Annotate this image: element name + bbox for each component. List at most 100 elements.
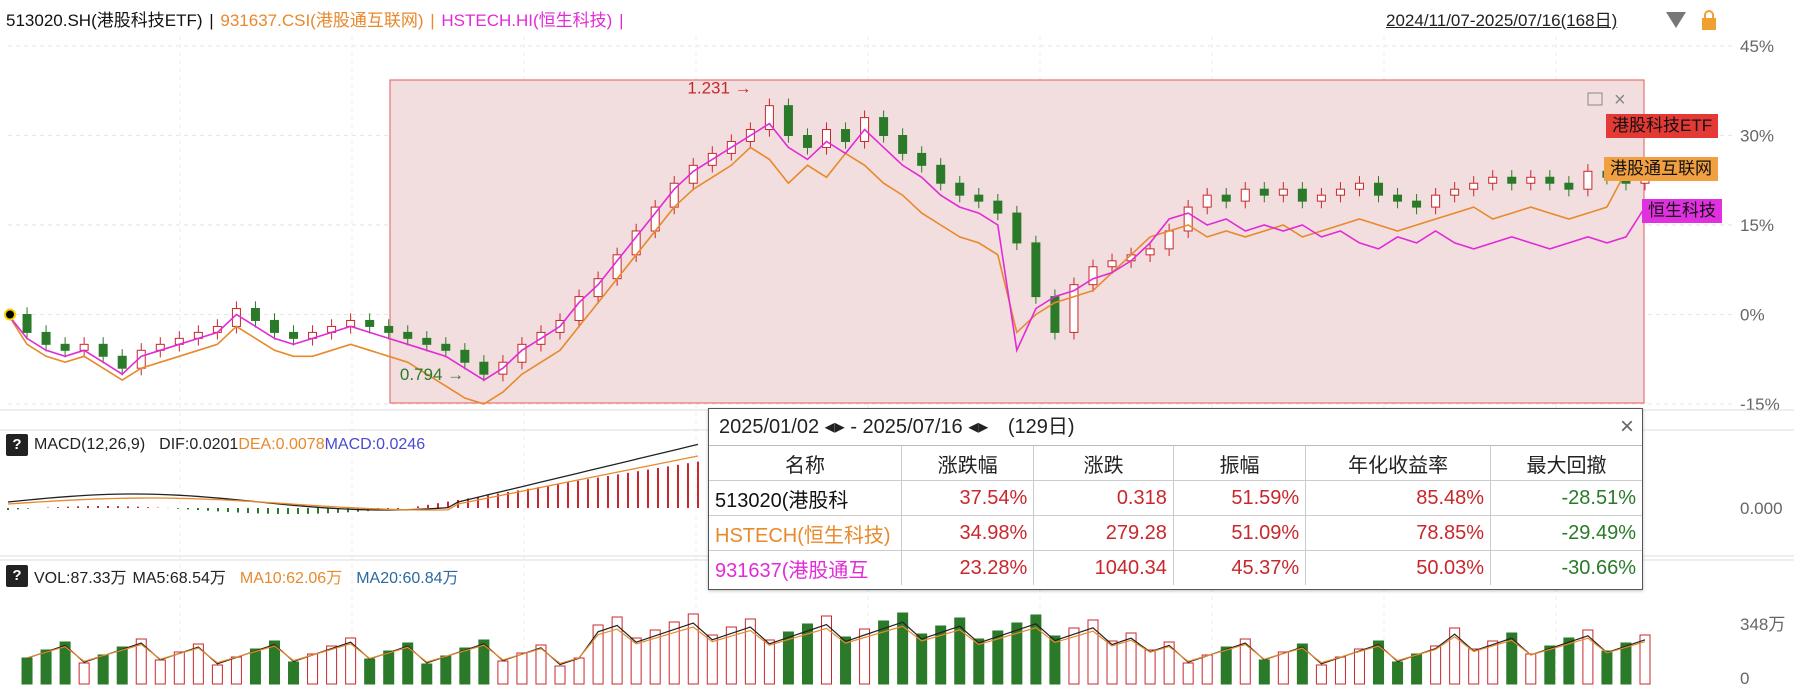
volume-bar: [1258, 659, 1270, 685]
popup-end-arrows-icon[interactable]: ◂▸: [968, 416, 989, 438]
candle-body: [1183, 206, 1193, 232]
close-icon[interactable]: ×: [1619, 413, 1634, 440]
candle-body: [1164, 230, 1174, 250]
volume-bar: [763, 639, 775, 685]
row-dd: -29.49%: [1490, 515, 1642, 551]
macd-dea: DEA:0.0078: [238, 436, 325, 453]
candle-body: [1374, 182, 1384, 196]
volume-bar: [21, 657, 33, 685]
candle-body: [898, 135, 908, 154]
popup-start-date[interactable]: 2025/01/02: [719, 416, 820, 438]
volume-bar: [40, 649, 52, 685]
idx1-title[interactable]: 931637.CSI(港股通互联网): [220, 11, 424, 30]
row-name: 513020(港股科: [709, 480, 902, 516]
candle-body: [974, 194, 984, 202]
volume-bar: [668, 621, 680, 685]
candle-body: [1240, 188, 1250, 202]
table-row[interactable]: 931637(港股通互 23.28% 1040.34 45.37% 50.03%…: [709, 550, 1642, 585]
candle-body: [1031, 242, 1041, 298]
popup-end-date[interactable]: 2025/07/16: [862, 416, 963, 438]
dropdown-triangle-icon[interactable]: [1666, 12, 1686, 28]
row-pct: 34.98%: [901, 515, 1035, 551]
row-dd: -30.66%: [1561, 556, 1637, 579]
volume-bar: [116, 646, 128, 685]
volume-bar: [307, 653, 319, 685]
volume-bar: [535, 644, 547, 685]
y-tick-label: 45%: [1740, 37, 1774, 56]
volume-bar: [840, 636, 852, 685]
candle-body: [1202, 194, 1212, 208]
volume-bar: [364, 658, 376, 685]
vol-ma5: MA5:68.54万: [132, 570, 226, 587]
stats-table: 名称 涨跌幅 涨跌 振幅 年化收益率 最大回撤 513020(港股科 37.54…: [709, 446, 1642, 585]
volume-bar: [78, 662, 90, 685]
volume-bar: [649, 629, 661, 685]
table-row[interactable]: 513020(港股科 37.54% 0.318 51.59% 85.48% -2…: [709, 480, 1642, 516]
idx2-series-line: [7, 122, 1646, 382]
candle-body: [1221, 194, 1231, 202]
candle-body: [1412, 200, 1422, 208]
row-ann: 50.03%: [1305, 550, 1492, 585]
volume-bar: [1563, 637, 1575, 685]
volume-bar: [859, 628, 871, 685]
help-icon[interactable]: ?: [6, 434, 28, 456]
date-range[interactable]: 2024/11/07-2025/07/16(168日): [1386, 11, 1618, 30]
volume-bar: [1582, 629, 1594, 685]
candle-body: [1012, 212, 1022, 244]
lock-icon[interactable]: [1702, 10, 1716, 30]
candle-body: [1583, 170, 1593, 190]
volume-bar: [268, 640, 280, 685]
candle-body: [1469, 182, 1479, 190]
candle-body: [841, 129, 851, 142]
volume-bar: [1315, 664, 1327, 685]
volume-bar: [345, 637, 357, 685]
popup-start-arrows-icon[interactable]: ◂▸: [824, 416, 845, 438]
candle-body: [1393, 194, 1403, 202]
volume-bar: [402, 642, 414, 685]
y-tick-label: 30%: [1740, 127, 1774, 146]
volume-bar: [459, 647, 471, 685]
candle-body: [1545, 176, 1555, 184]
candle-body: [993, 200, 1003, 214]
macd-label: MACD(12,26,9): [34, 436, 146, 453]
volume-bar: [782, 631, 794, 685]
volume-bar: [1430, 645, 1442, 685]
candle-body: [403, 331, 413, 339]
row-amp: 45.37%: [1173, 550, 1307, 585]
volume-bar: [630, 637, 642, 685]
volume-bar: [1011, 622, 1023, 685]
candle-body: [289, 331, 299, 339]
volume-bar: [1144, 649, 1156, 685]
volume-bar: [954, 617, 966, 685]
volume-bar: [1411, 653, 1423, 685]
popup-title: 2025/01/02 ◂▸ - 2025/07/16 ◂▸ (129日) ×: [709, 409, 1642, 446]
popup-days: (129日): [1007, 416, 1075, 438]
table-row[interactable]: HSTECH(恒生科技) 34.98% 279.28 51.09% 78.85%…: [709, 515, 1642, 551]
volume-bar: [230, 656, 242, 685]
row-chg: 1040.34: [1033, 550, 1174, 585]
volume-bar: [1296, 643, 1308, 685]
volume-bar: [1125, 632, 1137, 685]
candle-body: [1297, 188, 1307, 202]
title-separator-3: |: [619, 11, 624, 30]
col-header: 涨跌: [1033, 446, 1174, 481]
candle-body: [1278, 188, 1288, 196]
title-separator-2: |: [430, 11, 435, 30]
idx2-title[interactable]: HSTECH.HI(恒生科技): [441, 11, 613, 30]
volume-bar: [1068, 627, 1080, 685]
candle-body: [1354, 182, 1364, 190]
etf-title[interactable]: 513020.SH(港股科技ETF): [6, 11, 203, 30]
stats-header-row: 名称 涨跌幅 涨跌 振幅 年化收益率 最大回撤: [709, 446, 1642, 481]
volume-bar: [725, 626, 737, 685]
candle-body: [1259, 188, 1269, 196]
help-icon-2[interactable]: ?: [6, 565, 28, 587]
candle-body: [98, 343, 108, 357]
candle-body: [346, 319, 356, 327]
candle-body: [269, 319, 279, 333]
row-ann: 85.48%: [1305, 480, 1492, 516]
candle-body: [1069, 284, 1079, 333]
volume-bar: [592, 624, 604, 685]
col-header: 名称: [709, 446, 902, 481]
candle-body: [22, 314, 32, 333]
candle-body: [422, 337, 432, 345]
